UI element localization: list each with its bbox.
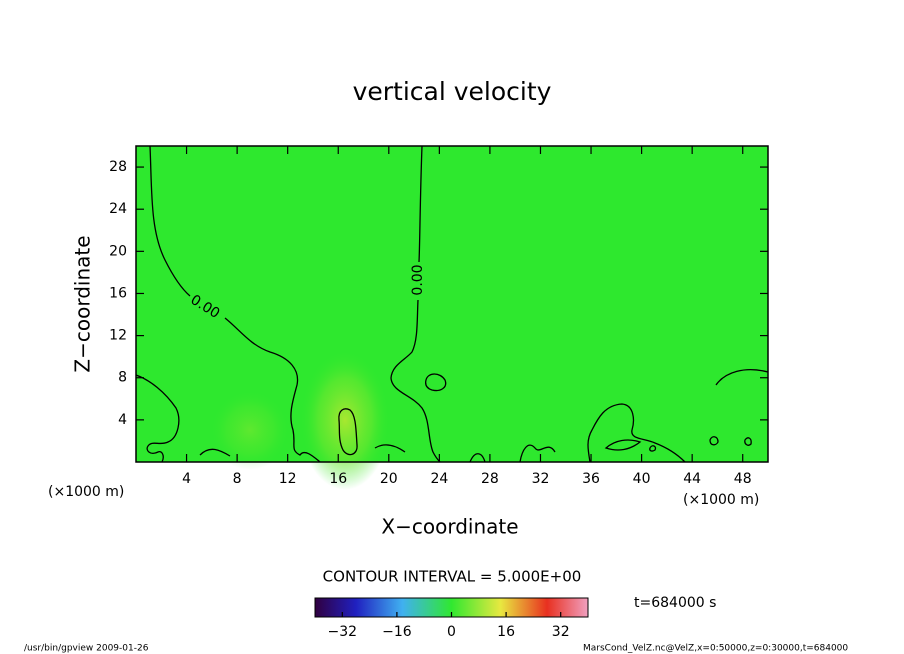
field-highlight <box>210 390 290 470</box>
chart-title: vertical velocity <box>353 77 552 106</box>
colorbar-tick-label: 16 <box>497 624 515 640</box>
x-tick-label: 40 <box>633 471 651 487</box>
y-axis-label: Z−coordinate <box>71 235 95 372</box>
contour-line <box>390 145 441 463</box>
x-axis-label: X−coordinate <box>381 515 518 539</box>
footer-right: MarsCond_VelZ.nc@VelZ,x=0:50000,z=0:3000… <box>583 644 848 654</box>
y-tick-label: 24 <box>109 201 127 217</box>
plot-frame <box>135 145 769 463</box>
field-highlight <box>300 350 390 490</box>
x-tick-label: 36 <box>582 471 600 487</box>
contour-line <box>425 373 447 392</box>
time-label: t=684000 s <box>634 595 716 611</box>
contour-interval: CONTOUR INTERVAL = 5.000E+00 <box>323 568 582 586</box>
x-tick-label: 12 <box>279 471 297 487</box>
x-tick-label: 44 <box>683 471 701 487</box>
ticks <box>136 146 768 462</box>
y-units: (×1000 m) <box>48 484 124 500</box>
x-tick-label: 24 <box>430 471 448 487</box>
y-tick-label: 16 <box>109 285 127 301</box>
x-tick-label: 48 <box>734 471 752 487</box>
colorbar-tick-label: −32 <box>328 624 358 640</box>
contour-line <box>587 403 686 463</box>
y-tick-label: 28 <box>109 159 127 175</box>
contour-line <box>604 369 769 451</box>
x-tick-label: 16 <box>329 471 347 487</box>
y-tick-label: 20 <box>109 243 127 259</box>
contour-line <box>338 408 358 456</box>
y-tick-label: 4 <box>118 412 127 428</box>
y-tick-label: 8 <box>118 370 127 386</box>
colorbar-tick-label: −16 <box>382 624 412 640</box>
contour-line <box>199 436 752 463</box>
colorbar-tick-label: 32 <box>552 624 570 640</box>
x-tick-label: 28 <box>481 471 499 487</box>
footer-left: /usr/bin/gpview 2009-01-26 <box>24 644 149 654</box>
contour-line <box>135 374 180 463</box>
x-tick-label: 8 <box>233 471 242 487</box>
x-tick-label: 32 <box>532 471 550 487</box>
contour-label: 0.00 <box>410 264 426 295</box>
x-tick-label: 4 <box>182 471 191 487</box>
contours <box>135 145 769 463</box>
y-tick-label: 12 <box>109 328 127 344</box>
x-tick-label: 20 <box>380 471 398 487</box>
colorbar-tick-label: 0 <box>447 624 456 640</box>
contour-line <box>149 145 321 463</box>
x-units: (×1000 m) <box>683 492 759 508</box>
